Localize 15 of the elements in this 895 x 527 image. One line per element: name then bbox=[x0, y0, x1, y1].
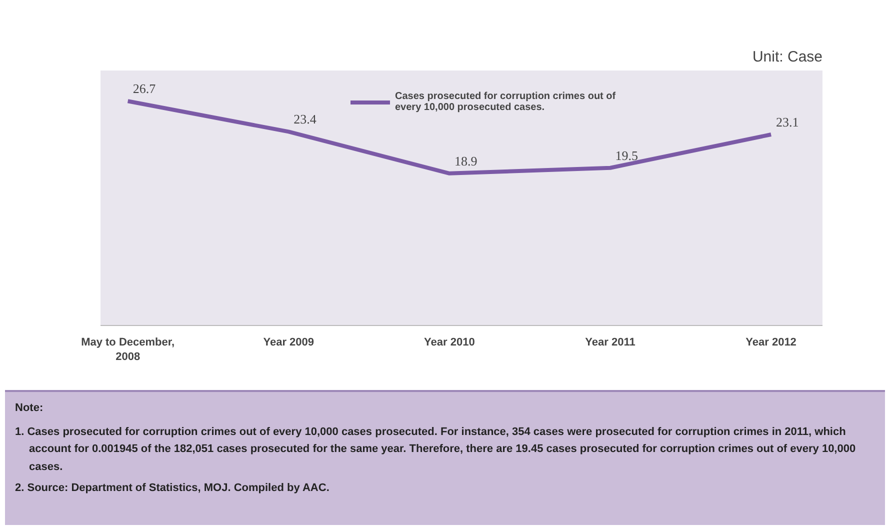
text: 2. Source: Department of Statistics, MOJ. Compiled by AAC. bbox=[15, 481, 330, 496]
data-label: 23.4 bbox=[294, 112, 317, 127]
x-tick-label: May to December, 2008 bbox=[81, 336, 175, 363]
legend-label: Cases prosecuted for corruption crimes out of every 10,000 prosecuted cases. bbox=[395, 91, 616, 113]
data-label: 23.1 bbox=[776, 114, 799, 130]
x-tick-label: Year 2011 bbox=[585, 336, 636, 348]
data-label: 26.7 bbox=[132, 81, 156, 96]
data-label: 18.9 bbox=[454, 153, 478, 168]
data-label: 19.5 bbox=[615, 148, 638, 163]
x-tick-label: Year 2012 bbox=[746, 336, 796, 348]
x-tick-label: Year 2010 bbox=[424, 336, 475, 348]
text: 1. Cases prosecuted for corruption crimes out of every 10,000 cases prosecuted. For instance, 354 cases were prosecuted for corruption crimes in 2011, which account for 0.001945 of the 182,051 cases prosecuted for the same year. Therefore, there are 19.45 cases prosecuted for corruption crimes out of every 10,000 cases. bbox=[15, 424, 857, 475]
x-tick-label: Year 2009 bbox=[263, 336, 314, 348]
text: Note: bbox=[15, 401, 44, 416]
chart-subtitle: Unit: Case bbox=[752, 48, 823, 66]
